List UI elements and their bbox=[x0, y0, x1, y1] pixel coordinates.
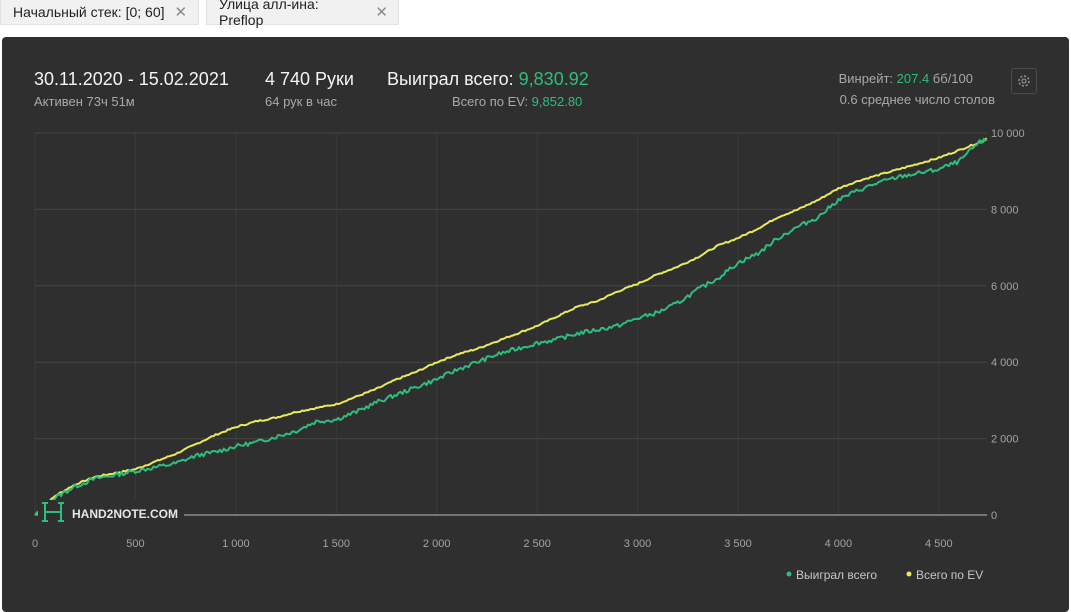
avg-tables: 0.6 среднее число столов bbox=[839, 92, 995, 107]
legend-marker bbox=[786, 571, 792, 577]
date-range: 30.11.2020 - 15.02.2021 bbox=[34, 69, 229, 89]
ev-total-label: Всего по EV: bbox=[452, 94, 532, 109]
close-icon[interactable]: ✕ bbox=[375, 4, 388, 21]
watermark-text: HAND2NOTE.COM bbox=[72, 507, 178, 521]
filter-chip-label: Улица алл-ина: Preflop bbox=[219, 0, 319, 28]
ev-total: Всего по EV: 9,852.80 bbox=[452, 94, 582, 109]
filter-chip-allin-street[interactable]: Улица алл-ина: Preflop ✕ bbox=[206, 0, 399, 28]
won-total-value: 9,830.92 bbox=[518, 69, 589, 89]
x-tick-label: 500 bbox=[126, 538, 144, 550]
winrate-unit: бб/100 bbox=[929, 71, 973, 86]
y-tick-label: 8 000 bbox=[991, 204, 1019, 216]
winrate: Винрейт: 207.4 бб/100 bbox=[839, 71, 973, 86]
series-line bbox=[34, 137, 988, 516]
watermark: HAND2NOTE.COM bbox=[38, 500, 184, 526]
x-tick-label: 3 500 bbox=[724, 538, 752, 550]
y-tick-label: 4 000 bbox=[991, 357, 1019, 369]
legend-label: Выиграл всего bbox=[796, 568, 877, 582]
settings-button[interactable] bbox=[1011, 68, 1037, 94]
winrate-value: 207.4 bbox=[896, 71, 930, 86]
x-tick-label: 1 000 bbox=[222, 538, 250, 550]
y-tick-label: 6 000 bbox=[991, 281, 1019, 293]
hands-count: 4 740 Руки bbox=[265, 69, 354, 89]
won-total: Выиграл всего: 9,830.92 bbox=[387, 69, 589, 90]
x-tick-label: 0 bbox=[32, 538, 38, 550]
filter-chip-start-stack[interactable]: Начальный стек: [0; 60] ✕ bbox=[0, 0, 199, 25]
y-tick-label: 2 000 bbox=[991, 434, 1019, 446]
gear-icon bbox=[1018, 75, 1030, 87]
won-total-label: Выиграл всего: bbox=[387, 69, 519, 89]
x-tick-label: 2 500 bbox=[523, 538, 551, 550]
legend: Выиграл всего Всего по EV bbox=[786, 568, 983, 582]
x-tick-label: 3 000 bbox=[624, 538, 652, 550]
x-tick-label: 4 000 bbox=[825, 538, 853, 550]
filter-chip-label: Начальный стек: [0; 60] bbox=[13, 4, 165, 20]
series-line bbox=[34, 137, 988, 516]
x-tick-label: 4 500 bbox=[925, 538, 953, 550]
legend-label: Всего по EV bbox=[916, 568, 983, 582]
ev-total-value: 9,852.80 bbox=[531, 94, 583, 109]
x-tick-label: 1 500 bbox=[323, 538, 351, 550]
active-time: Активен 73ч 51м bbox=[34, 94, 135, 109]
legend-marker bbox=[906, 571, 912, 577]
hand2note-logo-icon bbox=[42, 502, 64, 522]
x-tick-label: 2 000 bbox=[423, 538, 451, 550]
close-icon[interactable]: ✕ bbox=[174, 4, 188, 21]
grid: 0 500 1 000 1 500 2 000 2 500 3 000 3 500 4 000 4… bbox=[32, 128, 1025, 550]
series-layer bbox=[34, 137, 988, 516]
y-tick-label: 10 000 bbox=[991, 128, 1025, 140]
winrate-label: Винрейт: bbox=[838, 71, 897, 86]
y-tick-label: 0 bbox=[991, 510, 997, 522]
hands-per-hour: 64 рук в час bbox=[265, 94, 337, 109]
